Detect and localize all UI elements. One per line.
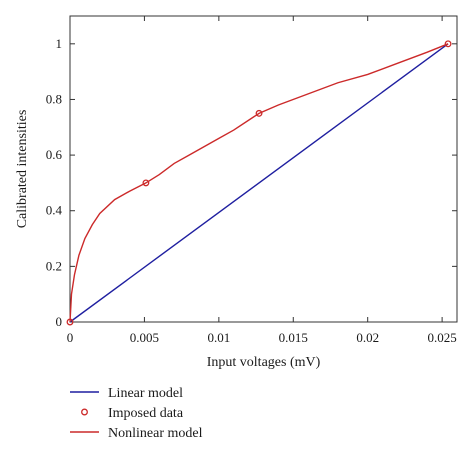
x-tick-label: 0.02: [356, 330, 379, 345]
legend-swatch-imposed-data: [81, 408, 88, 416]
legend: Linear model Imposed data Nonlinear model: [70, 386, 203, 441]
series-imposed-data-point: [142, 179, 150, 187]
plot-frame: [69, 15, 458, 323]
y-tick-label: 0.2: [46, 258, 62, 273]
series-imposed-data-point: [255, 109, 263, 117]
y-tick-label: 0.6: [46, 147, 63, 162]
x-tick-label: 0.015: [279, 330, 308, 345]
x-axis-label: Input voltages (mV): [207, 355, 321, 370]
x-tick-label: 0.005: [130, 330, 159, 345]
series-nonlinear-model-line: [69, 43, 449, 323]
x-tick-label: 0.025: [427, 330, 456, 345]
x-tick-label: 0: [67, 330, 74, 345]
y-tick-label: 0.4: [46, 203, 63, 218]
legend-label-nonlinear-model: Nonlinear model: [108, 426, 203, 441]
y-axis-label: Calibrated intensities: [15, 110, 30, 229]
y-tick-label: 1: [56, 36, 63, 51]
x-tick-label: 0.01: [207, 330, 230, 345]
legend-label-linear-model: Linear model: [108, 386, 183, 401]
series-imposed-data-point: [444, 40, 452, 48]
plot-area: 0 0.005 0.01 0.015 0.02 0.025 0 0.2 0.4 0.6 0.8 1 In…: [15, 15, 458, 370]
series-imposed-data-point: [66, 318, 74, 326]
y-tick-label: 0.8: [46, 91, 62, 106]
legend-label-imposed-data: Imposed data: [108, 406, 184, 421]
y-tick-label: 0: [56, 314, 63, 329]
series-linear-model-line: [69, 43, 449, 323]
